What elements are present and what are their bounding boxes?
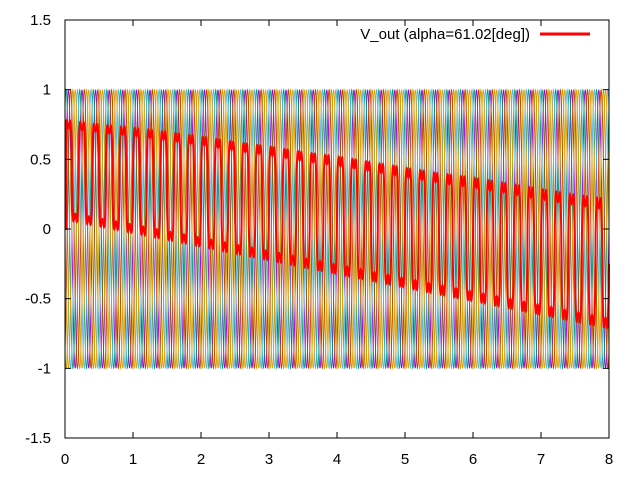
x-tick-label: 1 [129, 451, 137, 468]
axis-ticks: 0 1 2 3 4 5 6 7 8 -1.5 -1 -0.5 0 0.5 1 1.5 [25, 12, 613, 468]
legend-label: V_out (alpha=61.02[deg]) [360, 26, 530, 43]
series-group [65, 118, 610, 330]
x-tick-label: 0 [61, 451, 69, 468]
x-tick-label: 6 [469, 451, 477, 468]
x-tick-label: 2 [197, 451, 205, 468]
y-tick-label: 1.5 [30, 12, 51, 29]
y-tick-label: 1 [43, 82, 51, 99]
y-tick-label: 0 [43, 221, 51, 238]
x-tick-label: 4 [333, 451, 341, 468]
y-tick-label: 0.5 [30, 151, 51, 168]
x-tick-label: 8 [605, 451, 613, 468]
x-tick-label: 7 [537, 451, 545, 468]
y-tick-label: -0.5 [25, 291, 51, 308]
y-tick-label: -1.5 [25, 430, 51, 447]
x-tick-label: 3 [265, 451, 273, 468]
y-tick-label: -1 [38, 360, 51, 377]
series-line [65, 118, 610, 330]
carrier-wave-300 [64, 88, 610, 370]
x-tick-label: 5 [401, 451, 409, 468]
legend: V_out (alpha=61.02[deg]) [360, 26, 590, 43]
carrier-waves [64, 88, 610, 370]
